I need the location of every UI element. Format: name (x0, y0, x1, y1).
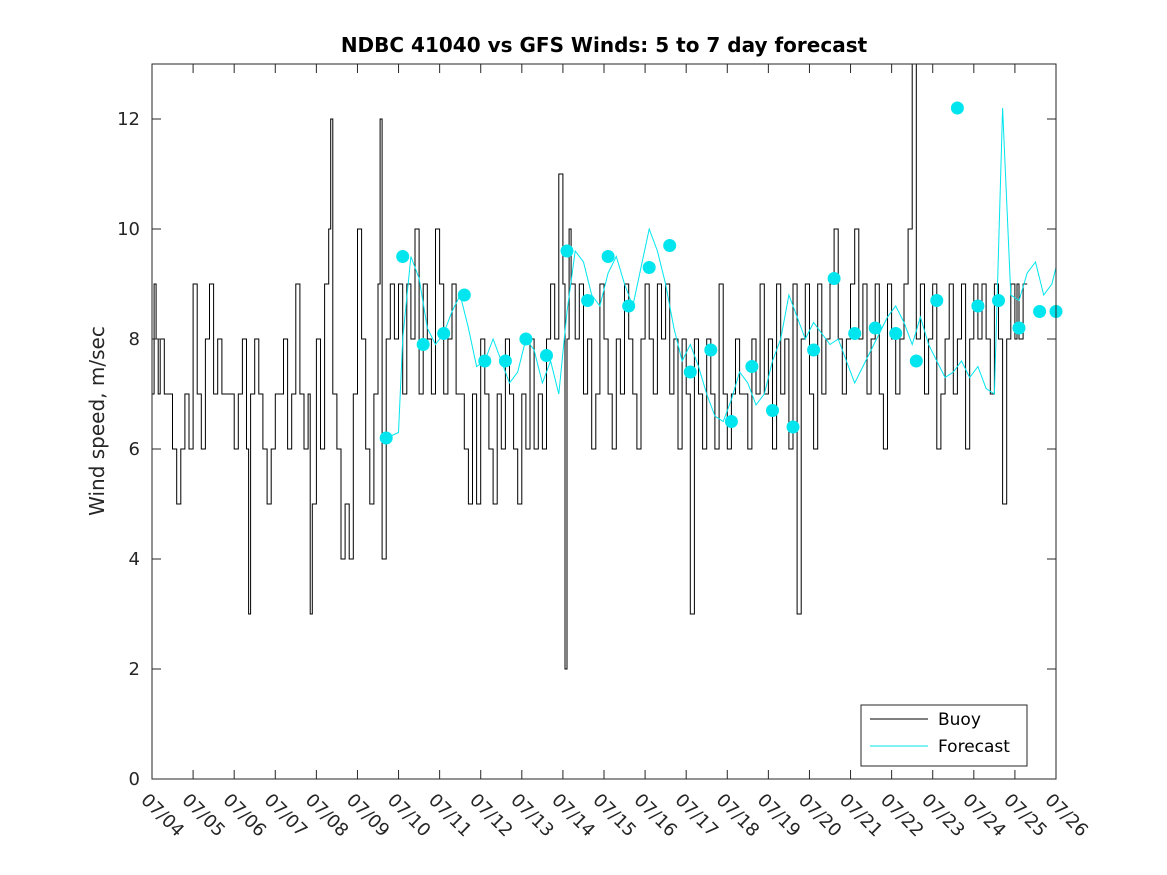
forecast-point (416, 338, 430, 351)
forecast-point (642, 261, 656, 274)
forecast-point (437, 327, 451, 340)
forecast-point (724, 415, 738, 428)
y-tick-label: 0 (129, 769, 140, 790)
forecast-point (868, 321, 882, 335)
forecast-point (498, 354, 512, 368)
forecast-point (971, 299, 985, 313)
forecast-series-line (385, 107, 1057, 439)
y-tick-label: 8 (129, 329, 140, 350)
forecast-point (379, 431, 393, 445)
forecast-point (807, 343, 821, 357)
buoy-series-line (152, 63, 1028, 670)
y-tick-label: 10 (117, 219, 140, 240)
forecast-point (663, 239, 677, 252)
legend: Buoy Forecast (860, 704, 1028, 767)
forecast-point (766, 404, 779, 417)
forecast-point (930, 294, 944, 307)
forecast-point (1033, 305, 1047, 318)
forecast-point (683, 365, 697, 379)
y-tick-label: 6 (129, 439, 140, 460)
forecast-point (478, 354, 492, 368)
y-tick-label: 2 (129, 659, 140, 680)
legend-box (860, 704, 1028, 767)
y-axis-label: Wind speed, m/sec (85, 326, 109, 516)
forecast-point (581, 294, 595, 307)
y-tick-label: 12 (117, 109, 140, 130)
forecast-point (540, 349, 553, 362)
forecast-point (1012, 321, 1026, 335)
forecast-point (601, 250, 615, 263)
forecast-point (950, 101, 964, 115)
forecast-point (992, 294, 1005, 307)
forecast-point (622, 299, 636, 313)
forecast-point (704, 343, 718, 357)
forecast-point (909, 354, 923, 368)
forecast-point (396, 250, 410, 263)
legend-buoy-label: Buoy (938, 710, 981, 730)
forecast-point (848, 327, 862, 340)
forecast-point (786, 420, 800, 434)
forecast-point (745, 360, 759, 373)
forecast-point (827, 272, 841, 285)
legend-forecast-label: Forecast (938, 737, 1010, 757)
y-tick-label: 4 (129, 549, 140, 570)
forecast-point (519, 332, 533, 346)
forecast-point (457, 288, 471, 302)
chart-title: NDBC 41040 vs GFS Winds: 5 to 7 day fore… (341, 33, 868, 57)
forecast-point (889, 327, 903, 340)
forecast-point (560, 244, 574, 258)
